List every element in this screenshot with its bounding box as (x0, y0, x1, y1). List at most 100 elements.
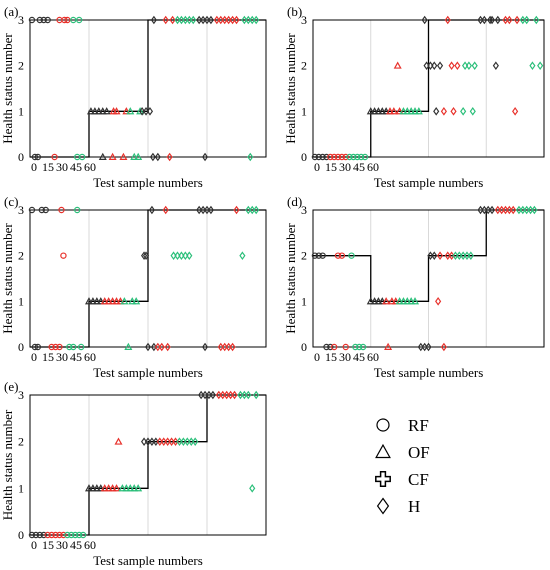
data-point (407, 297, 416, 305)
data-point (66, 343, 73, 351)
data-point (98, 152, 107, 160)
data-point (334, 153, 342, 161)
data-point (382, 107, 391, 115)
data-point (79, 531, 87, 539)
data-point (403, 297, 412, 305)
data-point (311, 153, 319, 161)
data-point (378, 107, 387, 115)
data-point (148, 437, 156, 446)
data-point (58, 206, 65, 214)
plot-frame (29, 394, 267, 536)
data-point (130, 152, 139, 160)
x-tick-label: 15 (325, 350, 337, 364)
data-point (168, 437, 175, 446)
panel-label: (c) (4, 194, 18, 209)
y-tick-label: 3 (18, 388, 24, 402)
data-point (359, 343, 367, 351)
data-point (126, 107, 135, 115)
y-tick-label: 3 (301, 203, 307, 217)
data-point (182, 251, 189, 260)
data-point (120, 297, 129, 305)
data-point (169, 15, 176, 25)
data-point (223, 390, 230, 400)
data-point (136, 107, 145, 115)
data-point (162, 15, 169, 25)
data-point (215, 390, 222, 400)
data-point (229, 342, 236, 352)
y-axis-label: Health status number (283, 33, 298, 144)
data-point (172, 437, 179, 446)
data-point (149, 152, 156, 162)
y-tick-label: 0 (18, 528, 24, 542)
data-point (56, 343, 63, 351)
data-point (108, 484, 117, 492)
data-point (70, 343, 77, 351)
data-point (186, 251, 193, 260)
data-point (323, 343, 330, 351)
data-point (90, 107, 99, 115)
data-point (315, 252, 322, 259)
data-point (334, 252, 342, 259)
data-point (32, 531, 40, 539)
data-point (56, 531, 63, 539)
y-tick-label: 2 (301, 59, 307, 73)
data-point (139, 107, 146, 116)
data-point (142, 251, 150, 260)
data-point (88, 297, 97, 305)
y-tick-label: 2 (18, 59, 24, 73)
data-point (96, 484, 105, 492)
x-tick-label: 60 (367, 160, 379, 174)
data-point (128, 297, 137, 305)
data-point (40, 16, 47, 24)
x-tick-label: 60 (84, 538, 96, 552)
data-point (460, 107, 467, 116)
data-point (435, 297, 442, 306)
data-point (196, 15, 203, 25)
x-tick-label: 30 (56, 350, 68, 364)
data-point (84, 297, 94, 305)
data-point (188, 437, 195, 446)
data-point (28, 531, 36, 539)
cross-icon (375, 471, 391, 487)
y-tick-label: 1 (301, 294, 307, 308)
data-point (92, 484, 101, 492)
legend-label: CF (408, 470, 429, 489)
x-tick-label: 60 (84, 350, 96, 364)
x-axis-label: Test sample numbers (93, 175, 203, 190)
data-point (156, 437, 163, 446)
data-point (34, 153, 42, 161)
data-point (523, 15, 530, 25)
data-point (411, 107, 420, 115)
data-point (245, 205, 252, 215)
legend-item-cf: CF (375, 470, 429, 489)
data-point (529, 61, 536, 70)
data-point (28, 16, 36, 24)
x-tick-label: 45 (70, 350, 82, 364)
data-point (174, 251, 181, 260)
panel-label: (d) (287, 194, 302, 209)
x-tick-label: 45 (353, 350, 365, 364)
data-point (249, 484, 256, 493)
legend-label: RF (408, 416, 429, 435)
x-axis-label: Test sample numbers (93, 553, 203, 568)
data-point (389, 107, 398, 115)
data-point (465, 61, 473, 70)
data-point (488, 15, 496, 25)
data-point (395, 107, 404, 115)
data-point (61, 16, 68, 24)
data-point (448, 61, 455, 70)
data-point (64, 531, 71, 539)
data-point (201, 390, 209, 400)
data-point (36, 531, 44, 539)
data-point (487, 15, 494, 25)
data-point (104, 484, 113, 492)
x-tick-label: 15 (325, 160, 337, 174)
data-point (319, 153, 326, 161)
circle-icon (376, 418, 390, 432)
y-tick-label: 2 (18, 435, 24, 449)
data-point (249, 15, 256, 25)
x-tick-label: 45 (70, 160, 82, 174)
data-point (352, 343, 359, 351)
data-point (327, 343, 334, 351)
